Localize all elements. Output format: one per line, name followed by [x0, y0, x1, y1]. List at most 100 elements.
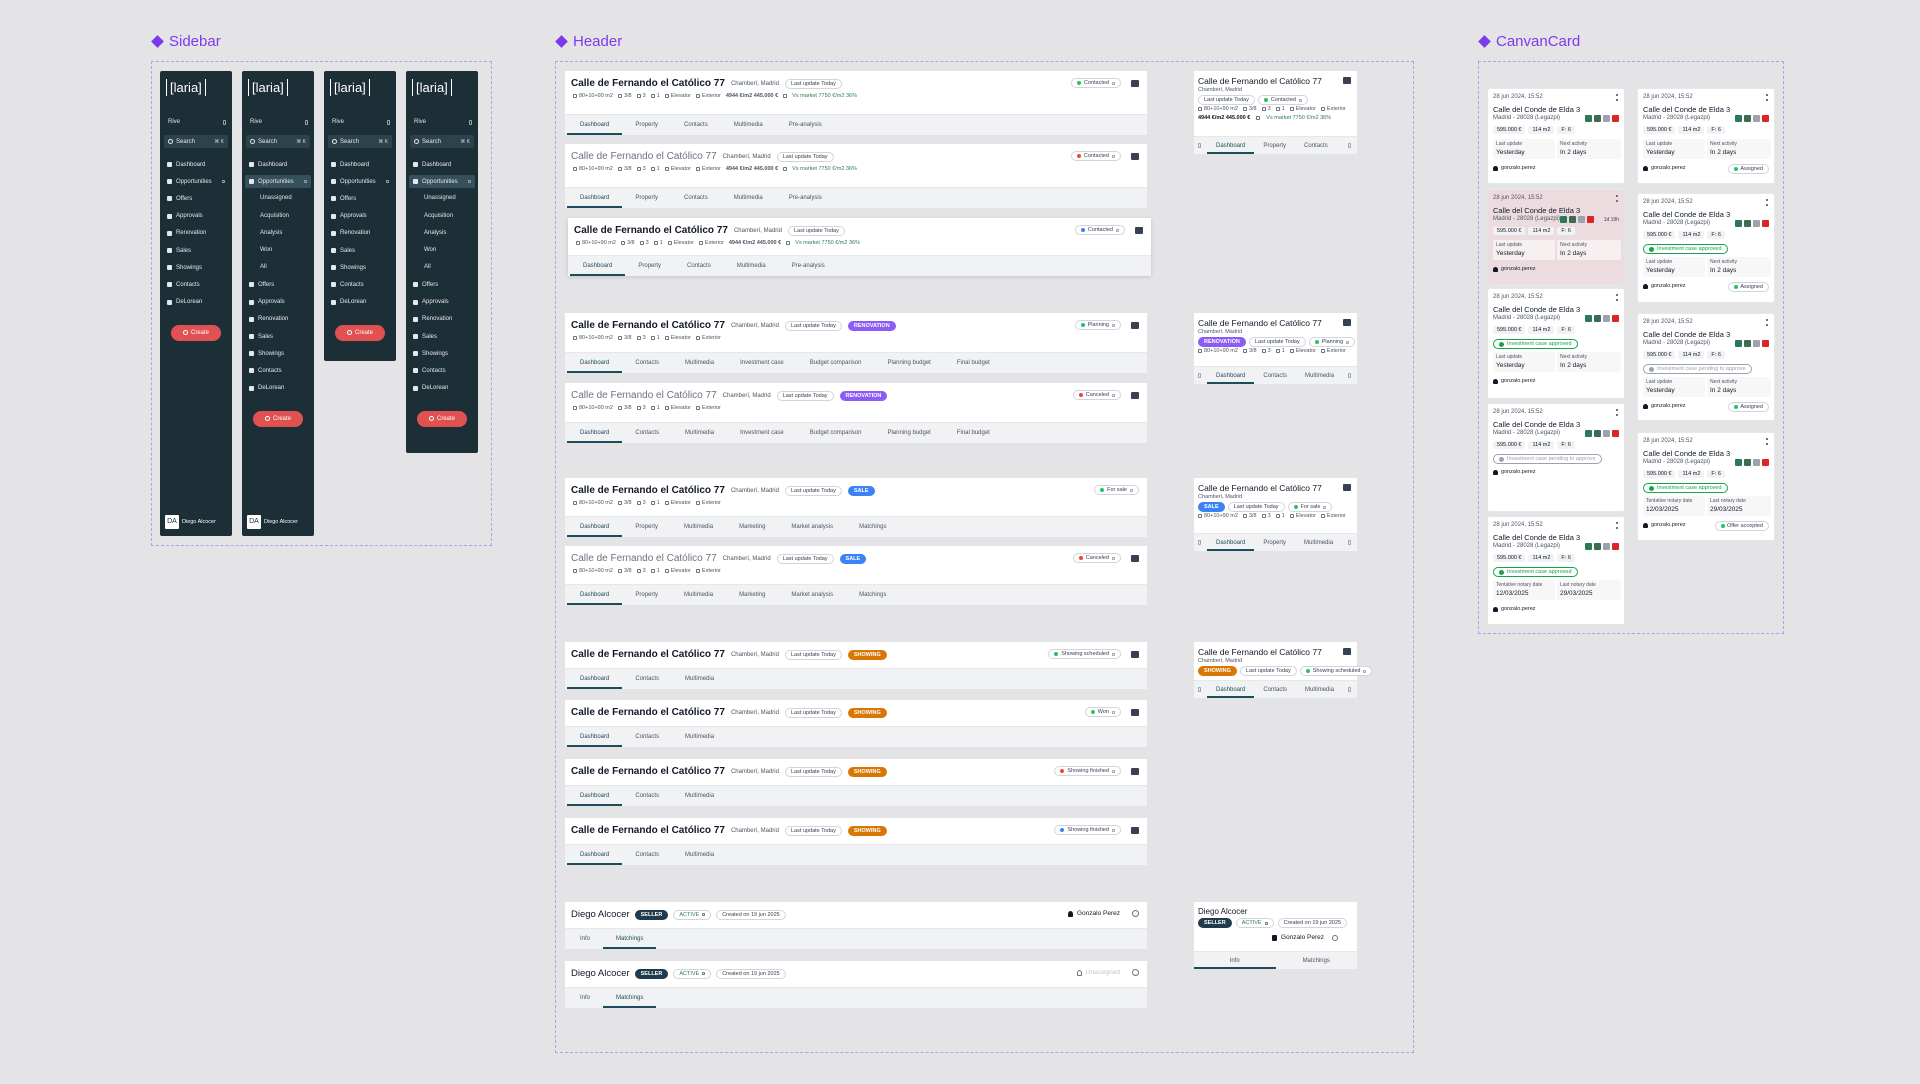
status-select[interactable]: Showing finished: [1054, 825, 1121, 835]
nav-item[interactable]: Opportunities: [245, 175, 311, 189]
tab[interactable]: Planning budget: [887, 430, 931, 436]
kanban-card[interactable]: 28 jun 2024, 15:52 Calle del Conde de Eld…: [1637, 193, 1775, 303]
create-button[interactable]: Create: [335, 324, 385, 341]
card-menu[interactable]: [1616, 522, 1618, 529]
nav-item[interactable]: Opportunities: [163, 175, 229, 188]
kanban-card[interactable]: 28 jun 2024, 15:52 Calle del Conde de Eld…: [1487, 189, 1625, 285]
nav-item[interactable]: Renovation: [409, 313, 475, 326]
tab[interactable]: Multimedia: [1305, 373, 1335, 379]
nav-item[interactable]: Contacts: [409, 364, 475, 377]
kanban-card[interactable]: 28 jun 2024, 15:52 Calle del Conde de Eld…: [1487, 288, 1625, 399]
nav-item[interactable]: Contacts: [245, 364, 311, 377]
nav-item[interactable]: Showings: [163, 261, 229, 274]
tab[interactable]: Contacts: [1304, 143, 1328, 149]
status-select[interactable]: Contacted: [1070, 151, 1121, 161]
nav-item[interactable]: Opportunities: [327, 175, 393, 188]
nav-item[interactable]: DeLorean: [245, 382, 311, 395]
search-box[interactable]: Search ⌘ K: [246, 135, 310, 148]
kanban-card[interactable]: 28 jun 2024, 15:52 Calle del Conde de Eld…: [1487, 88, 1625, 184]
create-button[interactable]: Create: [417, 410, 467, 427]
nav-subitem[interactable]: All: [260, 264, 267, 271]
chat-button[interactable]: [1131, 391, 1139, 399]
tab[interactable]: Pre-analysis: [788, 195, 822, 201]
tab[interactable]: Budget comparison: [809, 430, 862, 436]
status-select[interactable]: Showing scheduled: [1048, 649, 1121, 659]
tab[interactable]: Info: [580, 995, 591, 1001]
tab[interactable]: Contacts: [635, 676, 660, 682]
nav-item[interactable]: Dashboard: [327, 158, 393, 171]
nav-item[interactable]: Showings: [245, 347, 311, 360]
tab[interactable]: Property: [1263, 143, 1287, 149]
tab[interactable]: Budget comparison: [809, 360, 862, 366]
tab[interactable]: Property: [635, 524, 659, 530]
tab[interactable]: Pre-analysis: [788, 122, 822, 128]
nav-subitem[interactable]: Acquisition: [260, 212, 290, 219]
card-menu[interactable]: [1766, 319, 1768, 326]
tab[interactable]: Market analysis: [791, 524, 834, 530]
tab[interactable]: Multimedia: [685, 793, 715, 799]
tab[interactable]: Multimedia: [685, 852, 715, 858]
nav-item[interactable]: DeLorean: [163, 296, 229, 309]
tab[interactable]: Property: [635, 592, 659, 598]
tab[interactable]: Investment case: [740, 360, 784, 366]
tab[interactable]: Info: [1194, 952, 1276, 969]
status-select[interactable]: Canceled: [1072, 390, 1121, 400]
user-profile[interactable]: DA Diego Alcocer: [247, 514, 311, 530]
tab[interactable]: Dashboard: [567, 727, 623, 747]
card-menu[interactable]: [1616, 94, 1618, 101]
tab[interactable]: Contacts: [684, 195, 708, 201]
tab[interactable]: Matchings: [603, 929, 657, 949]
tab[interactable]: Final budget: [956, 360, 990, 366]
nav-item[interactable]: Showings: [409, 347, 475, 360]
nav-item[interactable]: Showings: [327, 261, 393, 274]
tab[interactable]: Dashboard: [567, 517, 623, 537]
kanban-card[interactable]: 28 jun 2024, 15:52 Calle del Conde de Eld…: [1637, 88, 1775, 184]
nav-item[interactable]: Approvals: [409, 296, 475, 309]
nav-item[interactable]: Dashboard: [245, 158, 311, 171]
tab[interactable]: Dashboard: [1207, 137, 1255, 154]
card-menu[interactable]: [1616, 409, 1618, 416]
chat-button[interactable]: [1131, 650, 1139, 658]
chat-button[interactable]: [1131, 708, 1139, 716]
kanban-card[interactable]: 28 jun 2024, 15:52 Calle del Conde de Eld…: [1637, 432, 1775, 541]
chat-button[interactable]: [1135, 226, 1143, 234]
nav-item[interactable]: Offers: [163, 192, 229, 205]
tab[interactable]: Contacts: [687, 263, 711, 269]
assignee[interactable]: Gonzalo Perez: [1272, 934, 1338, 941]
chat-button[interactable]: [1131, 554, 1139, 562]
workspace-select[interactable]: Rive: [332, 117, 390, 127]
status-select[interactable]: ACTIVE: [1235, 918, 1274, 928]
tab[interactable]: Dashboard: [567, 353, 623, 373]
search-box[interactable]: Search ⌘ K: [410, 135, 474, 148]
status-select[interactable]: Contacted: [1257, 95, 1308, 105]
nav-subitem[interactable]: Unassigned: [424, 195, 456, 202]
nav-subitem[interactable]: All: [424, 264, 431, 271]
nav-item[interactable]: Contacts: [163, 278, 229, 291]
kanban-card[interactable]: 28 jun 2024, 15:52 Calle del Conde de Eld…: [1637, 313, 1775, 421]
create-button[interactable]: Create: [253, 410, 303, 427]
tab[interactable]: Matchings: [859, 592, 887, 598]
tab[interactable]: Info: [580, 936, 591, 942]
tab[interactable]: Multimedia: [684, 592, 714, 598]
tab[interactable]: Property: [638, 263, 662, 269]
chat-button[interactable]: [1131, 826, 1139, 834]
search-box[interactable]: Search ⌘ K: [164, 135, 228, 148]
card-menu[interactable]: [1766, 438, 1768, 445]
workspace-select[interactable]: Rive: [168, 117, 226, 127]
status-select[interactable]: Won: [1084, 707, 1121, 717]
tab[interactable]: Dashboard: [1207, 681, 1255, 698]
card-menu[interactable]: [1766, 199, 1768, 206]
tab[interactable]: Matchings: [859, 524, 887, 530]
status-select[interactable]: Showing scheduled: [1299, 666, 1373, 676]
tab[interactable]: Multimedia: [685, 360, 715, 366]
nav-item[interactable]: Dashboard: [409, 158, 475, 171]
tab[interactable]: Contacts: [635, 360, 660, 366]
nav-item[interactable]: Approvals: [327, 210, 393, 223]
tab[interactable]: Dashboard: [1207, 534, 1255, 551]
tab[interactable]: Contacts: [684, 122, 708, 128]
tab[interactable]: Pre-analysis: [791, 263, 825, 269]
nav-item[interactable]: Sales: [409, 330, 475, 343]
tab[interactable]: Multimedia: [733, 122, 763, 128]
card-menu[interactable]: [1616, 294, 1618, 301]
tab[interactable]: Multimedia: [684, 524, 714, 530]
